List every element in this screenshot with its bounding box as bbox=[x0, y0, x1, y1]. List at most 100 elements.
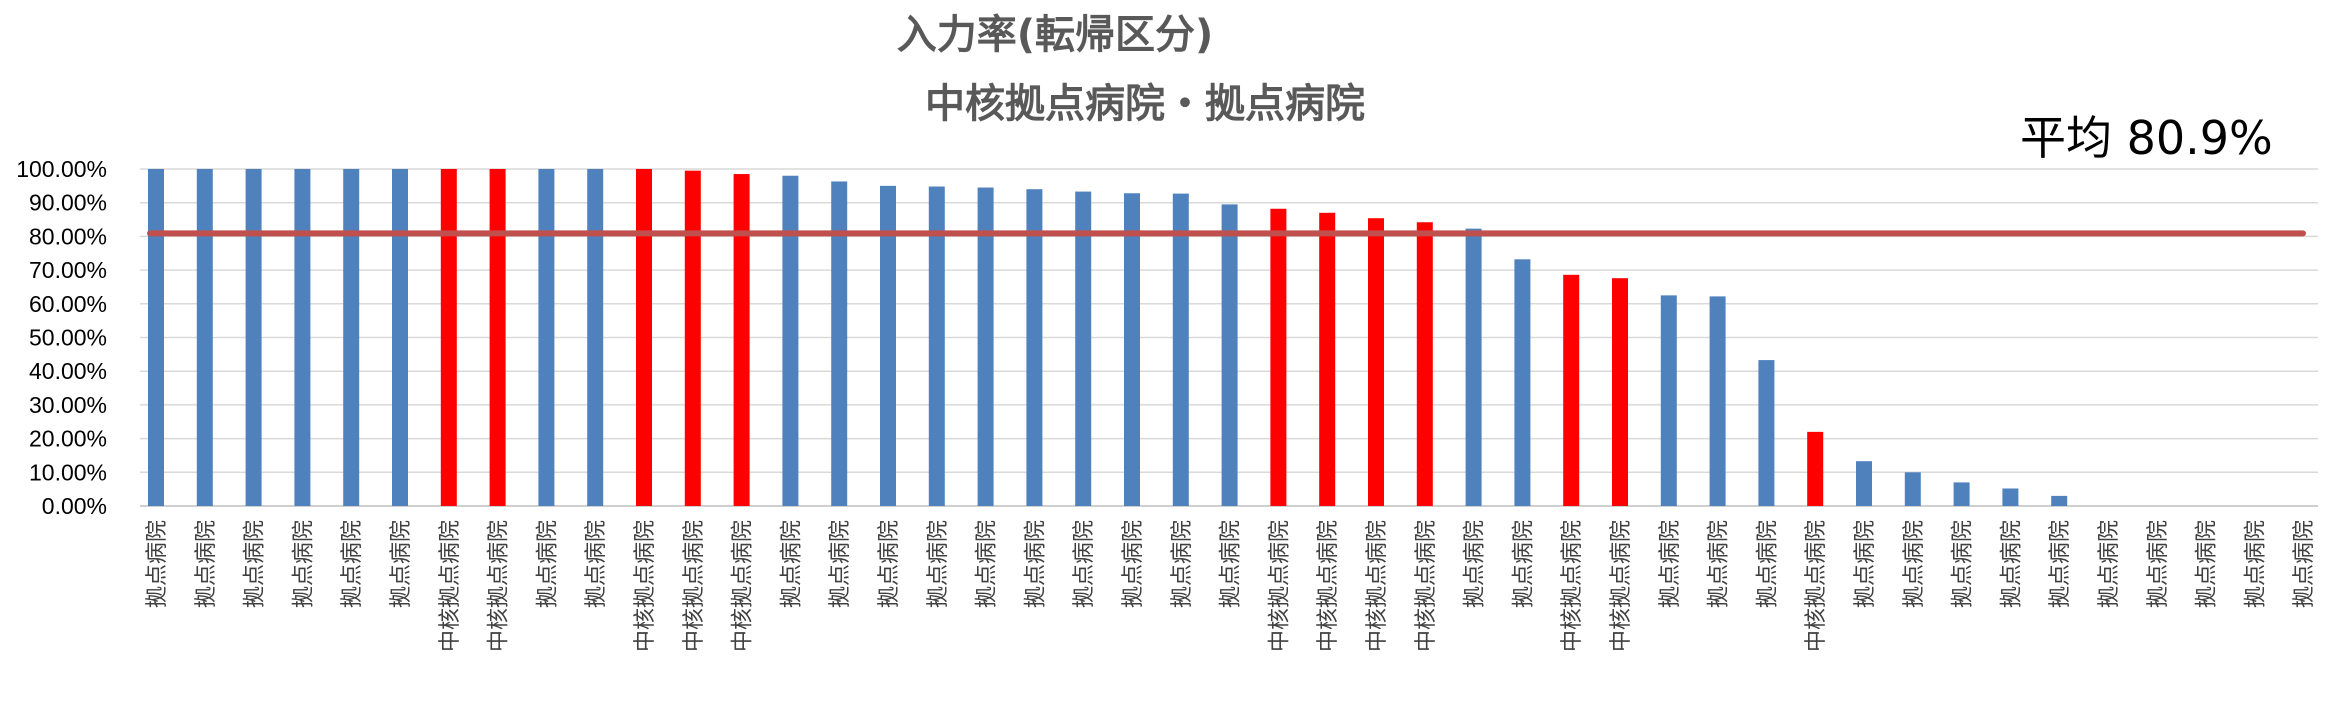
bar bbox=[1319, 212, 1336, 506]
x-tick-label: 拠点病院 bbox=[1072, 520, 1097, 608]
bar bbox=[1856, 461, 1872, 506]
x-tick-label: 中核拠点病院 bbox=[487, 520, 512, 652]
bar bbox=[1660, 295, 1677, 506]
bar bbox=[1807, 431, 1824, 506]
x-tick-label: 拠点病院 bbox=[2097, 520, 2122, 608]
x-tick-label: 拠点病院 bbox=[1658, 520, 1683, 608]
x-tick-label: 中核拠点病院 bbox=[1414, 520, 1439, 652]
x-tick-label: 拠点病院 bbox=[779, 520, 804, 608]
x-tick-label: 中核拠点病院 bbox=[682, 520, 707, 652]
x-tick-label: 拠点病院 bbox=[2243, 520, 2268, 608]
y-tick-label: 20.00% bbox=[29, 426, 107, 452]
bar bbox=[831, 181, 848, 506]
y-tick-label: 90.00% bbox=[29, 190, 107, 216]
x-tick-label: 中核拠点病院 bbox=[1609, 520, 1634, 652]
x-tick-label: 拠点病院 bbox=[1755, 520, 1780, 608]
x-tick-label: 拠点病院 bbox=[975, 520, 1000, 608]
bar bbox=[2002, 488, 2019, 506]
x-tick-label: 拠点病院 bbox=[1463, 520, 1488, 608]
x-tick-label: 拠点病院 bbox=[926, 520, 951, 608]
x-tick-label: 拠点病院 bbox=[1121, 520, 1146, 608]
x-tick-label: 中核拠点病院 bbox=[1804, 520, 1829, 652]
x-tick-label: 拠点病院 bbox=[535, 520, 560, 608]
x-tick-label: 拠点病院 bbox=[1023, 520, 1048, 608]
bar bbox=[1368, 218, 1384, 506]
x-tick-label: 中核拠点病院 bbox=[731, 520, 756, 652]
bar bbox=[392, 169, 408, 506]
x-tick-label: 拠点病院 bbox=[2048, 520, 2073, 608]
x-tick-label: 拠点病院 bbox=[1999, 520, 2024, 608]
bar bbox=[440, 169, 457, 506]
x-tick-label: 拠点病院 bbox=[2292, 520, 2317, 608]
x-tick-label: 拠点病院 bbox=[145, 520, 170, 608]
y-tick-label: 0.00% bbox=[42, 493, 107, 519]
x-tick-label: 拠点病院 bbox=[291, 520, 316, 608]
bar bbox=[684, 170, 701, 506]
bar bbox=[1075, 191, 1092, 507]
bar bbox=[1124, 193, 1140, 506]
bar bbox=[1221, 204, 1238, 506]
bar bbox=[880, 185, 896, 506]
x-tick-label: 拠点病院 bbox=[1170, 520, 1195, 608]
average-label: 平均 80.9% bbox=[2020, 111, 2273, 165]
y-tick-label: 40.00% bbox=[29, 358, 107, 384]
bar bbox=[1026, 189, 1043, 506]
bar bbox=[977, 187, 994, 506]
bar bbox=[1465, 228, 1482, 507]
bar bbox=[1172, 193, 1189, 506]
x-tick-label: 拠点病院 bbox=[1219, 520, 1244, 608]
x-tick-label: 拠点病院 bbox=[877, 520, 902, 608]
y-tick-label: 30.00% bbox=[29, 392, 107, 418]
x-tick-label: 中核拠点病院 bbox=[1316, 520, 1341, 652]
bar bbox=[1709, 296, 1726, 506]
y-tick-label: 60.00% bbox=[29, 291, 107, 317]
bar bbox=[2051, 495, 2068, 506]
y-tick-label: 70.00% bbox=[29, 257, 107, 283]
y-tick-label: 10.00% bbox=[29, 459, 107, 485]
x-tick-label: 中核拠点病院 bbox=[1267, 520, 1292, 652]
bar bbox=[587, 169, 604, 506]
bar bbox=[636, 169, 652, 506]
x-tick-label: 拠点病院 bbox=[243, 520, 268, 608]
x-tick-label: 拠点病院 bbox=[194, 520, 219, 608]
x-tick-label: 中核拠点病院 bbox=[1560, 520, 1585, 652]
x-tick-label: 拠点病院 bbox=[389, 520, 414, 608]
bar bbox=[928, 186, 945, 507]
x-tick-label: 中核拠点病院 bbox=[438, 520, 463, 652]
bar bbox=[1758, 360, 1775, 506]
x-axis-ticks: 拠点病院 拠点病院 拠点病院 拠点病院 拠点病院 拠点病院 中核拠点病院 中核拠点病院 拠点病院… bbox=[145, 520, 2317, 652]
bars bbox=[148, 169, 2068, 507]
y-tick-label: 100.00% bbox=[16, 156, 107, 182]
x-tick-label: 拠点病院 bbox=[2195, 520, 2220, 608]
y-tick-label: 50.00% bbox=[29, 325, 107, 351]
bar bbox=[245, 169, 262, 506]
chart-title: 入力率(転帰区分) bbox=[897, 12, 1214, 58]
x-tick-label: 拠点病院 bbox=[1707, 520, 1732, 608]
x-tick-label: 中核拠点病院 bbox=[1365, 520, 1390, 652]
bar bbox=[196, 169, 213, 506]
bar bbox=[1416, 222, 1433, 506]
bar bbox=[1953, 482, 1970, 506]
bar bbox=[1563, 274, 1580, 506]
x-tick-label: 拠点病院 bbox=[2146, 520, 2171, 608]
x-tick-label: 拠点病院 bbox=[1511, 520, 1536, 608]
bar bbox=[343, 169, 360, 506]
y-tick-label: 80.00% bbox=[29, 223, 107, 249]
bar bbox=[1270, 208, 1287, 507]
bar bbox=[294, 169, 311, 506]
bar bbox=[1904, 472, 1921, 506]
bar bbox=[782, 175, 799, 507]
x-tick-label: 拠点病院 bbox=[340, 520, 365, 608]
bar bbox=[538, 169, 555, 506]
x-tick-label: 中核拠点病院 bbox=[633, 520, 658, 652]
x-tick-label: 拠点病院 bbox=[828, 520, 853, 608]
bar bbox=[148, 169, 164, 506]
bar bbox=[1514, 259, 1531, 506]
x-tick-label: 拠点病院 bbox=[1853, 520, 1878, 608]
x-tick-label: 拠点病院 bbox=[1951, 520, 1976, 608]
bar bbox=[489, 169, 506, 506]
x-tick-label: 拠点病院 bbox=[584, 520, 609, 608]
chart-subtitle: 中核拠点病院・拠点病院 bbox=[925, 81, 1365, 127]
x-tick-label: 拠点病院 bbox=[1902, 520, 1927, 608]
